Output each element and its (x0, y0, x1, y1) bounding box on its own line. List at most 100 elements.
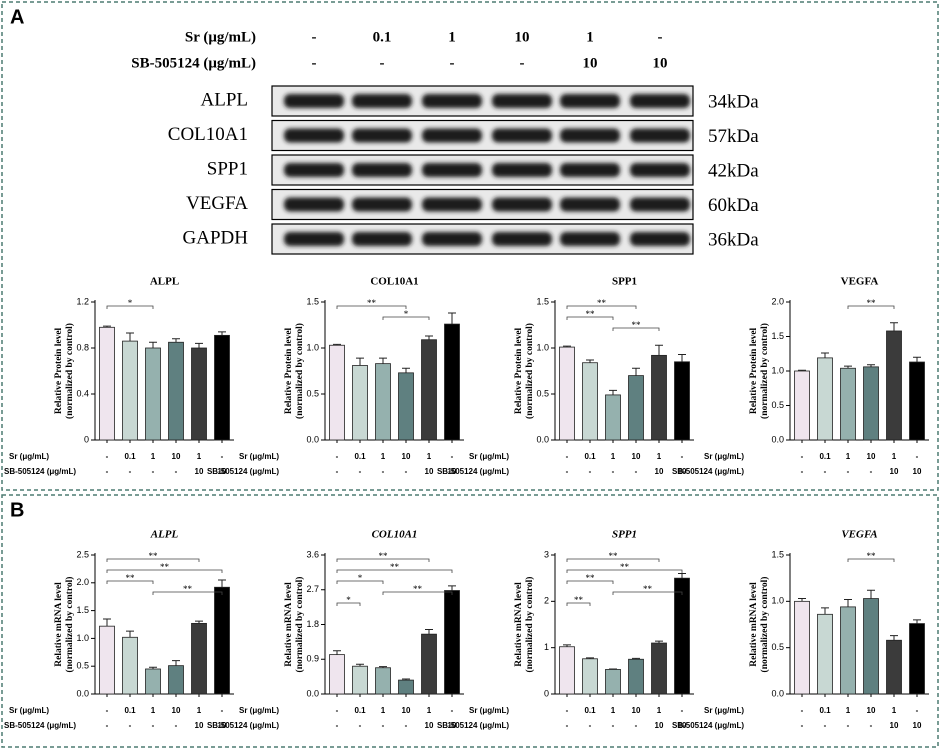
blot-band (352, 94, 412, 108)
condition-value: 0.1 (354, 706, 366, 715)
error-bar (149, 666, 157, 669)
condition-value: - (566, 467, 569, 476)
chart-title: ALPL (150, 529, 179, 541)
y-tick-label: 0.5 (76, 661, 89, 671)
blot-protein-label: ALPL (201, 89, 249, 110)
condition-value: 10 (425, 721, 434, 730)
blot-size-label: 34kDa (708, 91, 759, 112)
blot-band (284, 197, 344, 212)
significance-label: ** (867, 298, 877, 308)
blot-condition-value: 0.1 (373, 29, 392, 45)
blot-band (352, 232, 412, 246)
condition-value: - (451, 706, 454, 715)
condition-label: Sr (μg/mL) (9, 706, 49, 715)
condition-value: - (847, 467, 850, 476)
condition-label: SB-505124 (μg/mL) (207, 467, 279, 476)
significance-label: ** (867, 551, 877, 561)
condition-value: - (359, 721, 362, 730)
bar (191, 622, 207, 695)
condition-value: - (801, 467, 804, 476)
y-tick-label: 0.5 (306, 388, 319, 398)
chart-title: ALPL (150, 276, 179, 288)
y-tick-label: 1.8 (306, 619, 319, 629)
bar (886, 639, 902, 695)
y-tick-label: 1.5 (771, 331, 784, 341)
significance-label: ** (643, 584, 653, 594)
condition-value: 10 (448, 721, 457, 730)
condition-value: - (129, 721, 132, 730)
condition-value: 10 (655, 467, 664, 476)
blot-band (422, 94, 482, 108)
condition-value: 10 (913, 467, 922, 476)
condition-value: - (566, 721, 569, 730)
blot-band (630, 94, 690, 108)
bar (863, 366, 879, 441)
condition-value: 10 (448, 467, 457, 476)
condition-label: Sr (μg/mL) (469, 706, 509, 715)
error-bar (425, 335, 433, 340)
y-tick-label: 1.5 (306, 296, 319, 306)
blot-band (630, 197, 690, 212)
y-tick-label: 2.0 (76, 577, 89, 587)
condition-value: 1 (381, 706, 386, 715)
y-tick-label: 2.0 (771, 296, 784, 306)
blot-condition-label: Sr (μg/mL) (185, 29, 256, 45)
significance-bracket (152, 591, 223, 595)
y-tick-label: 3.6 (306, 549, 319, 559)
condition-label: SB-505124 (μg/mL) (437, 721, 509, 730)
blot-condition-value: - (312, 29, 317, 45)
error-bar (356, 663, 364, 667)
y-axis-label: Relative Protein level (749, 327, 759, 414)
condition-value: 10 (195, 721, 204, 730)
blot-condition-label: SB-505124 (μg/mL) (131, 55, 256, 71)
significance-bracket (336, 569, 453, 573)
bar (794, 370, 810, 441)
condition-value: 10 (402, 706, 411, 715)
y-axis-label: Relative mRNA level (284, 582, 294, 667)
blot-band (560, 128, 620, 143)
bar (375, 363, 391, 441)
condition-label: Sr (μg/mL) (9, 452, 49, 461)
y-axis-label: (normalized by control) (294, 323, 305, 419)
significance-bracket (336, 558, 430, 562)
condition-value: 0.1 (819, 706, 831, 715)
blot-band (492, 163, 552, 177)
condition-value: 1 (427, 706, 432, 715)
bar (329, 654, 345, 695)
bar (99, 326, 115, 441)
y-tick-label: 0.5 (536, 388, 549, 398)
error-bar (655, 640, 663, 644)
condition-label: Sr (μg/mL) (704, 706, 744, 715)
error-bar (632, 657, 640, 660)
y-tick-label: 0.0 (536, 434, 549, 444)
y-tick-label: 1.0 (306, 342, 319, 352)
condition-value: - (612, 467, 615, 476)
chart-title: COL10A1 (372, 529, 418, 541)
panel-label: B (10, 499, 24, 521)
condition-value: 1 (611, 706, 616, 715)
error-bar (586, 359, 594, 363)
condition-value: 10 (678, 721, 687, 730)
error-bar (379, 666, 387, 668)
bar (122, 340, 138, 441)
significance-label: * (346, 595, 351, 605)
blot-band (492, 197, 552, 212)
error-bar (402, 367, 410, 373)
y-tick-label: 1.0 (771, 596, 784, 606)
condition-value: 10 (867, 452, 876, 461)
error-bar (103, 618, 111, 627)
error-bar (890, 322, 898, 331)
blot-band (352, 128, 412, 143)
y-tick-label: 1.0 (771, 365, 784, 375)
condition-value: - (566, 706, 569, 715)
bar (168, 665, 184, 695)
significance-bracket (847, 305, 895, 309)
significance-label: ** (379, 551, 389, 561)
condition-value: - (824, 721, 827, 730)
y-tick-label: 2.7 (306, 584, 319, 594)
y-axis-label: Relative Protein level (284, 327, 294, 414)
significance-label: ** (620, 562, 630, 572)
condition-value: - (824, 467, 827, 476)
condition-value: 0.1 (584, 452, 596, 461)
bar (605, 394, 621, 441)
